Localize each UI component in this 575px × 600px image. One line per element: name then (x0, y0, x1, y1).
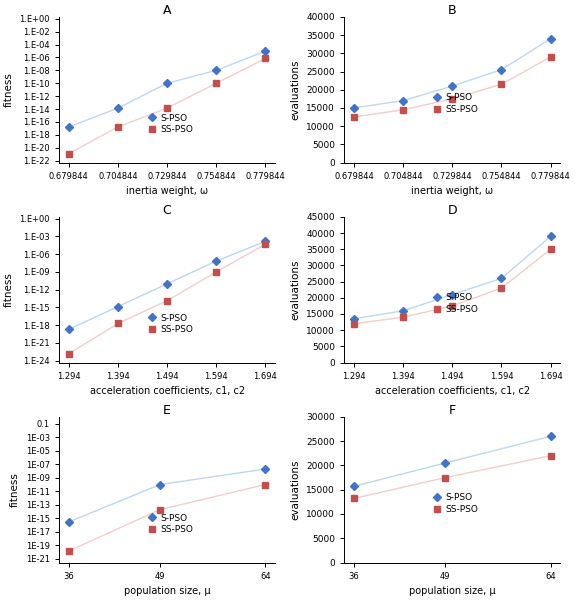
Title: A: A (163, 4, 171, 17)
SS-PSO (547, 452, 554, 460)
Line: SS-PSO: SS-PSO (351, 452, 554, 502)
SS-PSO (498, 284, 505, 292)
Legend: S-PSO, SS-PSO: S-PSO, SS-PSO (145, 112, 195, 136)
SS-PSO (400, 314, 407, 321)
SS-PSO (156, 506, 163, 513)
Title: C: C (163, 204, 171, 217)
X-axis label: inertia weight, ω: inertia weight, ω (126, 186, 208, 196)
S-PSO (351, 315, 358, 322)
X-axis label: inertia weight, ω: inertia weight, ω (411, 186, 493, 196)
SS-PSO (351, 320, 358, 327)
Title: D: D (447, 204, 457, 217)
Line: SS-PSO: SS-PSO (351, 246, 554, 327)
S-PSO (66, 518, 72, 526)
S-PSO (547, 233, 554, 240)
SS-PSO (213, 268, 220, 275)
S-PSO (442, 460, 448, 467)
SS-PSO (449, 95, 456, 103)
SS-PSO (114, 123, 121, 130)
S-PSO (400, 307, 407, 314)
S-PSO (262, 466, 269, 473)
SS-PSO (442, 474, 448, 481)
Title: E: E (163, 404, 171, 417)
SS-PSO (66, 547, 72, 554)
Y-axis label: evaluations: evaluations (291, 59, 301, 120)
SS-PSO (498, 80, 505, 88)
Y-axis label: fitness: fitness (4, 72, 14, 107)
SS-PSO (351, 113, 358, 121)
SS-PSO (262, 55, 269, 62)
SS-PSO (164, 297, 171, 304)
Legend: S-PSO, SS-PSO: S-PSO, SS-PSO (431, 91, 480, 116)
SS-PSO (66, 150, 72, 157)
Y-axis label: evaluations: evaluations (291, 460, 301, 520)
SS-PSO (213, 80, 220, 87)
Line: SS-PSO: SS-PSO (66, 55, 269, 157)
Legend: S-PSO, SS-PSO: S-PSO, SS-PSO (431, 491, 480, 515)
S-PSO (400, 97, 407, 104)
Line: SS-PSO: SS-PSO (351, 54, 554, 120)
Y-axis label: fitness: fitness (10, 472, 20, 507)
S-PSO (351, 104, 358, 112)
Legend: S-PSO, SS-PSO: S-PSO, SS-PSO (145, 311, 195, 336)
S-PSO (547, 433, 554, 440)
Line: S-PSO: S-PSO (66, 48, 269, 130)
SS-PSO (262, 481, 269, 488)
SS-PSO (547, 245, 554, 253)
Line: S-PSO: S-PSO (351, 35, 554, 111)
Line: S-PSO: S-PSO (66, 238, 269, 332)
Line: S-PSO: S-PSO (66, 466, 269, 525)
SS-PSO (351, 495, 358, 502)
Line: SS-PSO: SS-PSO (66, 481, 269, 554)
Legend: S-PSO, SS-PSO: S-PSO, SS-PSO (145, 512, 195, 536)
X-axis label: population size, μ: population size, μ (409, 586, 496, 596)
Y-axis label: fitness: fitness (4, 272, 14, 307)
SS-PSO (449, 302, 456, 310)
S-PSO (66, 123, 72, 130)
S-PSO (213, 67, 220, 74)
Legend: S-PSO, SS-PSO: S-PSO, SS-PSO (431, 292, 480, 316)
S-PSO (114, 303, 121, 310)
S-PSO (498, 275, 505, 282)
SS-PSO (262, 241, 269, 248)
Line: S-PSO: S-PSO (351, 233, 554, 322)
S-PSO (213, 257, 220, 265)
S-PSO (114, 104, 121, 112)
S-PSO (262, 47, 269, 55)
Title: F: F (448, 404, 456, 417)
SS-PSO (164, 104, 171, 112)
X-axis label: population size, μ: population size, μ (124, 586, 210, 596)
SS-PSO (66, 350, 72, 358)
S-PSO (262, 238, 269, 245)
S-PSO (449, 82, 456, 89)
Y-axis label: evaluations: evaluations (291, 259, 301, 320)
SS-PSO (547, 53, 554, 61)
S-PSO (164, 280, 171, 287)
S-PSO (498, 66, 505, 73)
Line: S-PSO: S-PSO (351, 433, 554, 490)
SS-PSO (114, 320, 121, 327)
S-PSO (449, 291, 456, 298)
SS-PSO (400, 106, 407, 113)
S-PSO (351, 483, 358, 490)
X-axis label: acceleration coefficients, c1, c2: acceleration coefficients, c1, c2 (375, 386, 530, 396)
Title: B: B (448, 4, 457, 17)
Line: SS-PSO: SS-PSO (66, 241, 269, 357)
S-PSO (66, 326, 72, 333)
S-PSO (164, 80, 171, 87)
X-axis label: acceleration coefficients, c1, c2: acceleration coefficients, c1, c2 (90, 386, 245, 396)
S-PSO (547, 35, 554, 43)
S-PSO (156, 481, 163, 488)
